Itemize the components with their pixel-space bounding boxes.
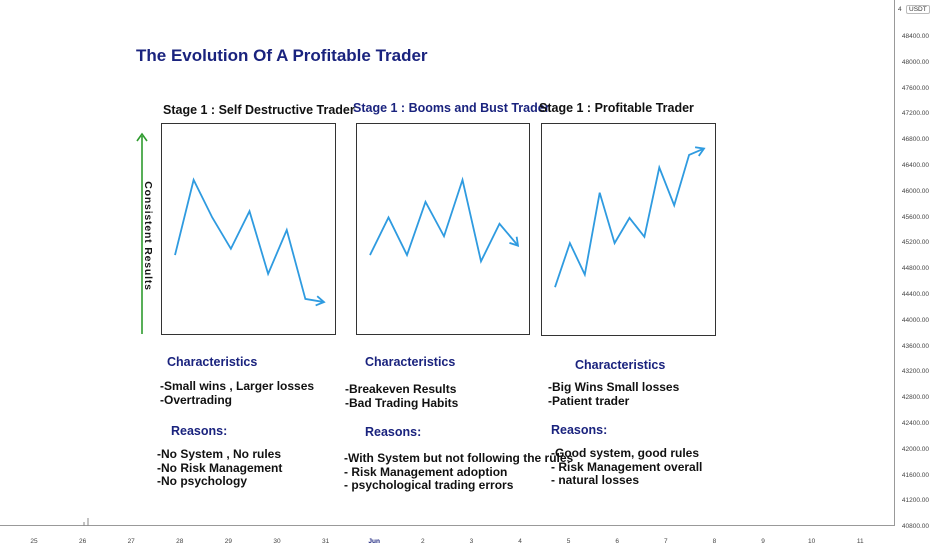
page-title: The Evolution Of A Profitable Trader [136, 46, 428, 66]
stage-3-title: Stage 1 : Profitable Trader [539, 101, 694, 115]
price-tick-label: 45200.00 [895, 239, 929, 246]
stage-1-reasons: -No System , No rules -No Risk Managemen… [157, 448, 282, 489]
list-item: -Big Wins Small losses [548, 381, 679, 395]
time-tick-label: 25 [30, 538, 37, 545]
time-tick-label: 26 [79, 538, 86, 545]
price-tick-label: 42800.00 [895, 394, 929, 401]
list-item: -No Risk Management [157, 462, 282, 476]
stage-1-characteristics-heading: Characteristics [167, 355, 257, 369]
stage-2-title: Stage 1 : Booms and Bust Trader [353, 101, 550, 115]
y-axis-label: Consistent Results [142, 181, 154, 291]
stage-3-reasons: -Good system, good rules - Risk Manageme… [551, 447, 702, 488]
time-tick-label: 6 [615, 538, 619, 545]
stage-2-characteristics-heading: Characteristics [365, 355, 455, 369]
time-tick-label: 2 [421, 538, 425, 545]
list-item: - psychological trading errors [344, 479, 573, 493]
list-item: -Bad Trading Habits [345, 397, 458, 411]
list-item: - Risk Management overall [551, 461, 702, 475]
stage-2-characteristics: -Breakeven Results -Bad Trading Habits [345, 383, 458, 410]
price-tick-label: 44800.00 [895, 265, 929, 272]
price-tick-label: 41200.00 [895, 497, 929, 504]
price-tick-label: 42000.00 [895, 446, 929, 453]
list-item: -Small wins , Larger losses [160, 380, 314, 394]
time-tick-label: 8 [713, 538, 717, 545]
time-tick-label: 10 [808, 538, 815, 545]
stage-1-title: Stage 1 : Self Destructive Trader [163, 103, 355, 117]
volume-bars [80, 518, 92, 526]
list-item: -No System , No rules [157, 448, 282, 462]
time-tick-label: 31 [322, 538, 329, 545]
stage-2-chart-panel [356, 123, 530, 335]
time-tick-label: 7 [664, 538, 668, 545]
list-item: - natural losses [551, 474, 702, 488]
time-tick-label: 27 [128, 538, 135, 545]
price-tick-label: 41600.00 [895, 472, 929, 479]
time-tick-label: 28 [176, 538, 183, 545]
stage-1-chart [162, 124, 337, 336]
list-item: - Risk Management adoption [344, 466, 573, 480]
time-tick-label: Jun [368, 538, 380, 545]
currency-badge[interactable]: USDT [906, 5, 930, 14]
time-tick-label: 3 [470, 538, 474, 545]
price-tick-label: 43200.00 [895, 368, 929, 375]
price-tick-label: 48400.00 [895, 33, 929, 40]
stage-1-chart-panel [161, 123, 336, 335]
list-item: -Patient trader [548, 395, 679, 409]
time-tick-label: 4 [518, 538, 522, 545]
time-tick-label: 11 [857, 538, 864, 545]
stage-3-chart [542, 124, 717, 337]
price-tick-label: 40800.00 [895, 523, 929, 530]
price-tick-label: 46400.00 [895, 162, 929, 169]
price-tick-label: 44000.00 [895, 317, 929, 324]
stage-1-characteristics: -Small wins , Larger losses -Overtrading [160, 380, 314, 407]
time-tick-label: 30 [273, 538, 280, 545]
list-item: -Breakeven Results [345, 383, 458, 397]
price-tick-label: 46000.00 [895, 188, 929, 195]
price-tick-label: 47200.00 [895, 110, 929, 117]
stage-3-characteristics-heading: Characteristics [575, 358, 665, 372]
price-tick-label: 45600.00 [895, 214, 929, 221]
list-item: -Overtrading [160, 394, 314, 408]
series-line [370, 180, 518, 261]
list-item: -No psychology [157, 475, 282, 489]
stage-1-reasons-heading: Reasons: [171, 424, 227, 438]
price-tick-label: 42400.00 [895, 420, 929, 427]
stage-2-reasons: -With System but not following the rules… [344, 452, 573, 493]
stage-3-reasons-heading: Reasons: [551, 423, 607, 437]
time-tick-label: 5 [567, 538, 571, 545]
series-line [175, 180, 324, 302]
stage-3-characteristics: -Big Wins Small losses -Patient trader [548, 381, 679, 408]
stage-2-chart [357, 124, 531, 336]
price-tick-label: 48000.00 [895, 59, 929, 66]
time-tick-label: 9 [761, 538, 765, 545]
time-tick-label: 29 [225, 538, 232, 545]
stage-2-reasons-heading: Reasons: [365, 425, 421, 439]
price-tick-label: 44400.00 [895, 291, 929, 298]
list-item: -With System but not following the rules [344, 452, 573, 466]
price-axis-marker: 4 [898, 6, 902, 13]
price-tick-label: 43600.00 [895, 343, 929, 350]
stage-3-chart-panel [541, 123, 716, 336]
price-tick-label: 47600.00 [895, 85, 929, 92]
price-tick-label: 46800.00 [895, 136, 929, 143]
list-item: -Good system, good rules [551, 447, 702, 461]
